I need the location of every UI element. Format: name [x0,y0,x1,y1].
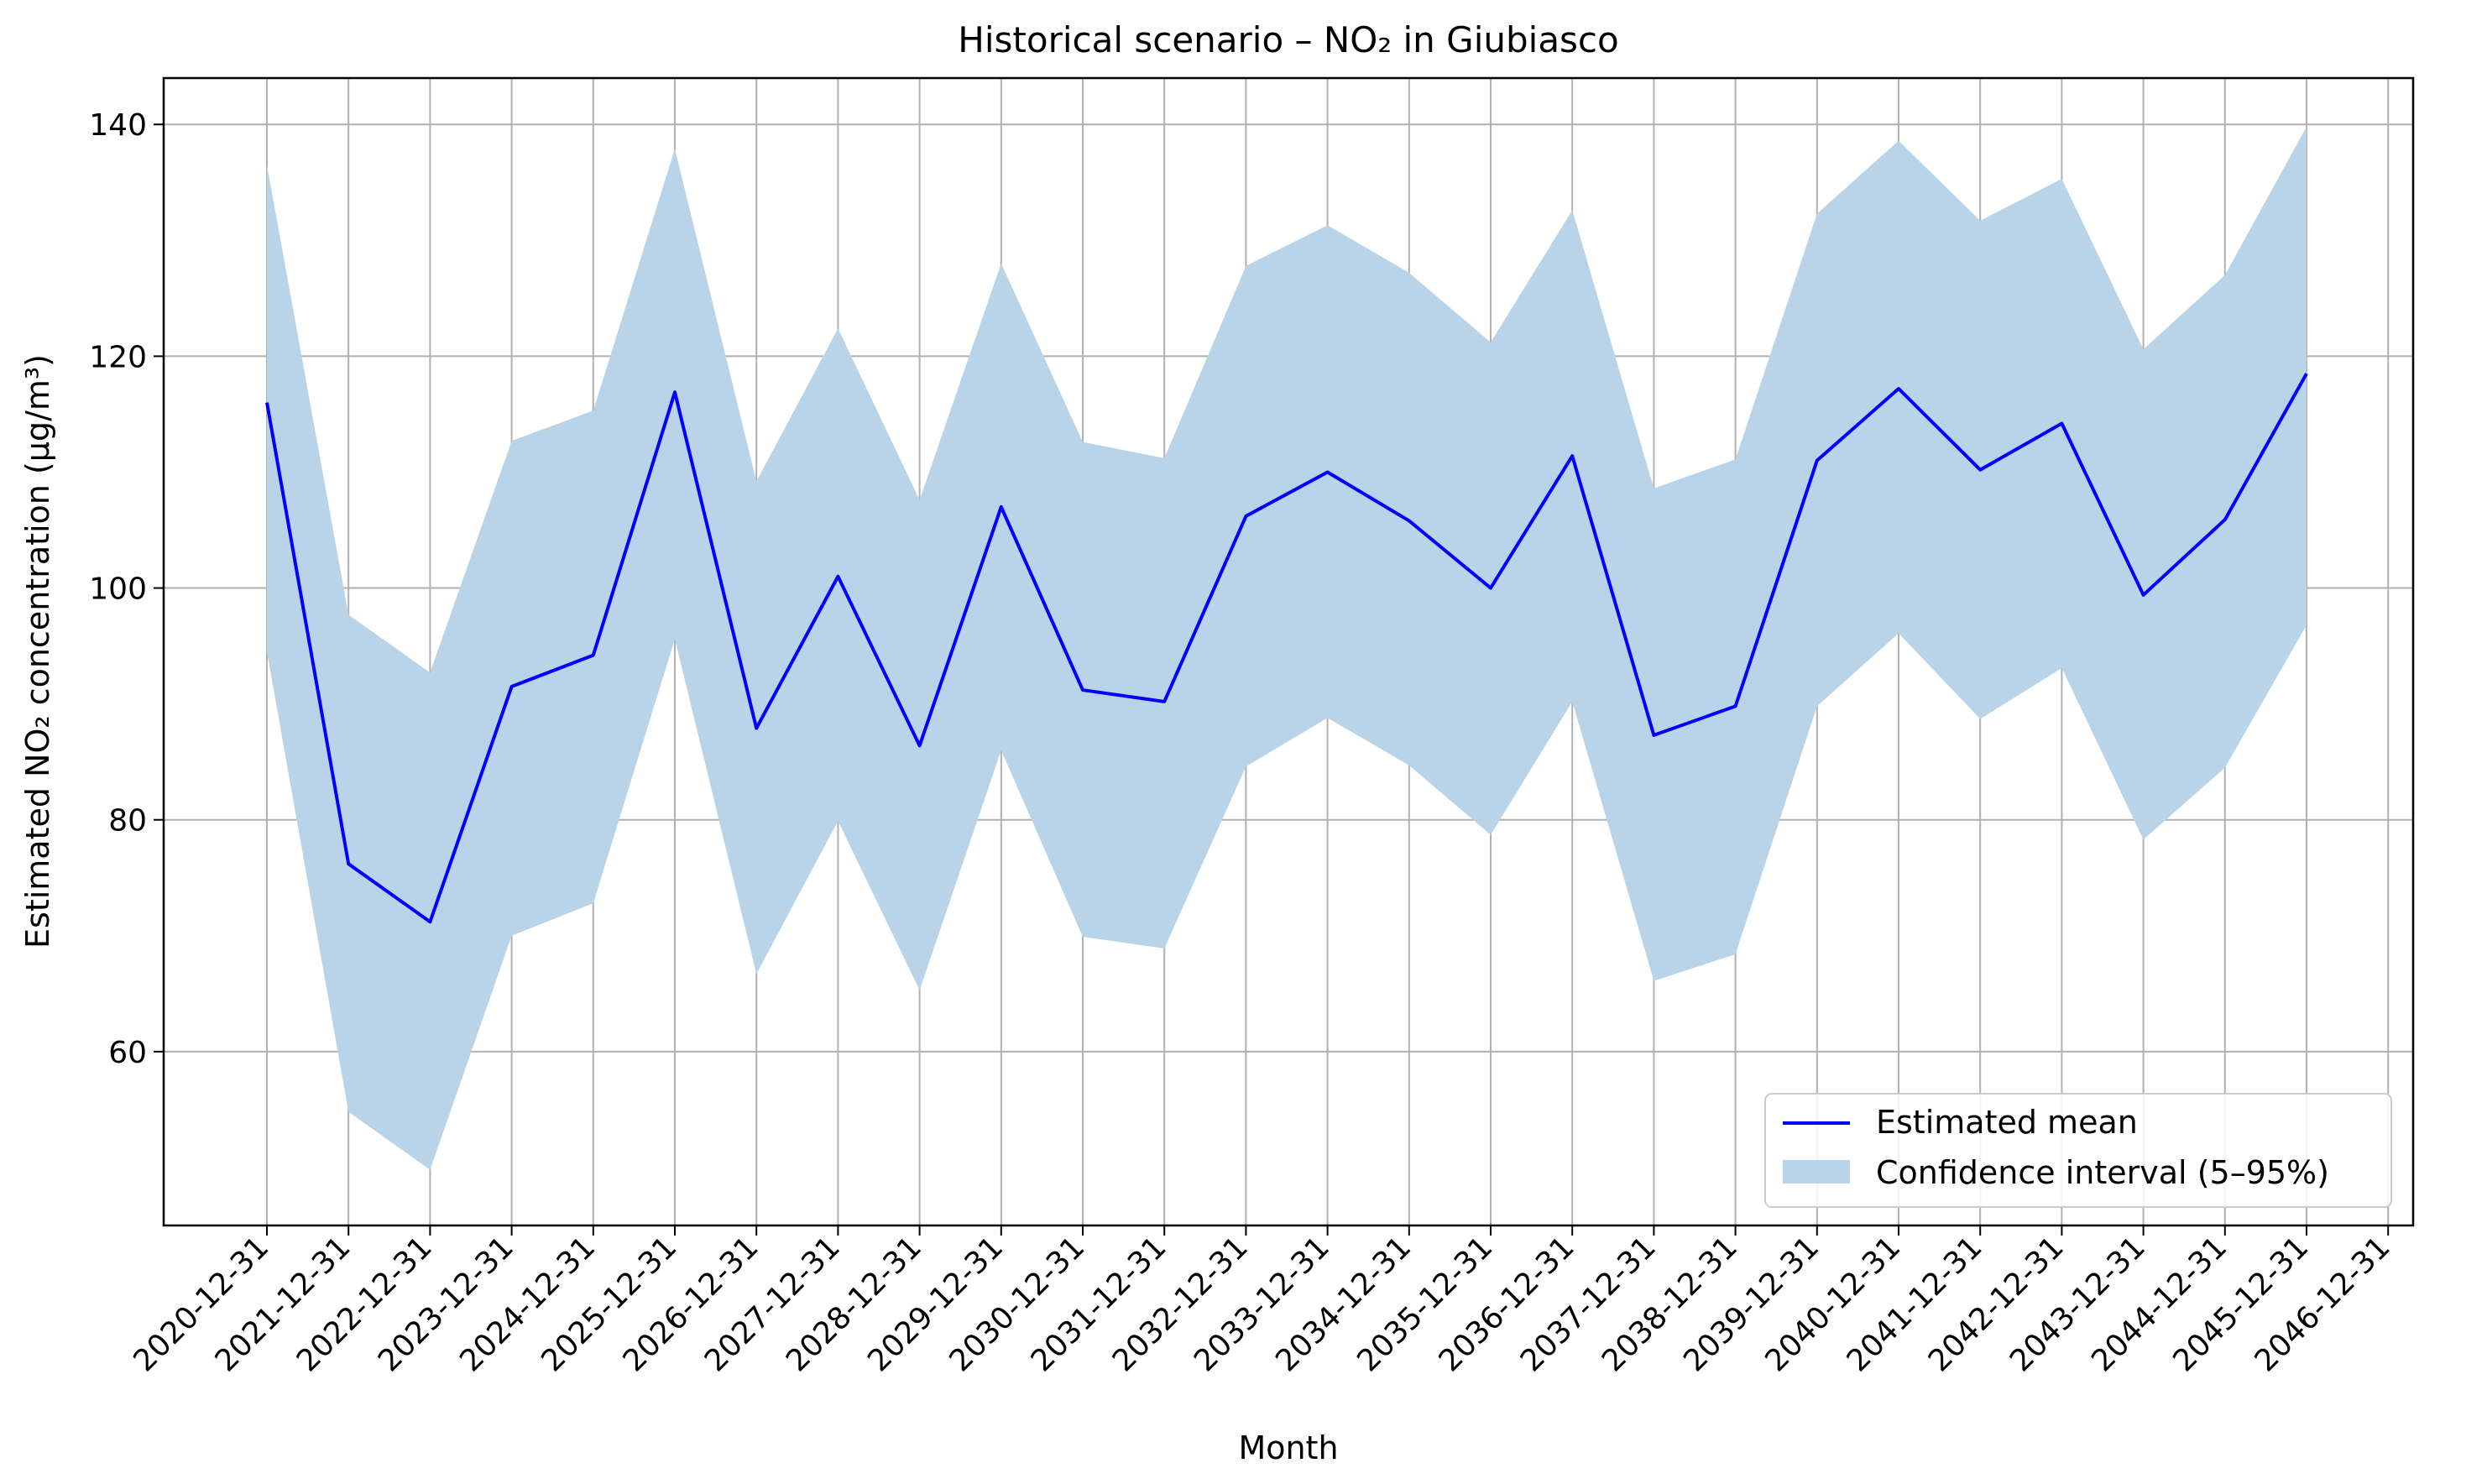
x-axis-label: Month [1238,1429,1338,1466]
legend-label-mean: Estimated mean [1876,1104,2138,1141]
confidence-interval-band [267,126,2307,1170]
confidence-band-layer [267,126,2307,1170]
mean-line-layer [265,373,2308,924]
y-tick-label: 80 [108,804,147,839]
legend-band-swatch [1783,1160,1850,1184]
y-axis-label: Estimated NO₂ concentration (µg/m³) [19,354,56,948]
estimated-mean-line [265,373,2308,924]
y-tick-label: 140 [89,108,147,143]
legend-label-band: Confidence interval (5–95%) [1876,1154,2329,1191]
legend: Estimated mean Confidence interval (5–95… [1764,1093,2392,1208]
chart-title: Historical scenario – NO₂ in Giubiasco [958,19,1618,60]
y-tick-label: 60 [108,1036,147,1070]
y-axis-ticks: 60 80 100 120 140 [89,108,164,1070]
plot-area-frame [162,76,2415,1227]
legend-box [1764,1093,2392,1208]
y-tick-label: 120 [89,340,147,374]
y-tick-label: 100 [89,572,147,607]
